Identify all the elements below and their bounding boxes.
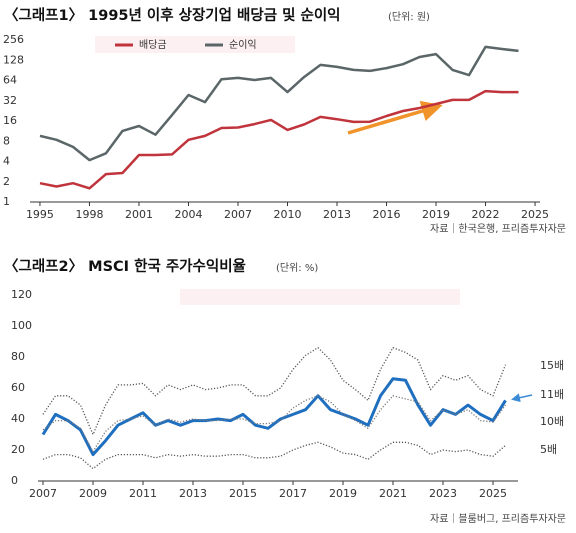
y-tick-label: 120 bbox=[11, 288, 32, 301]
y-tick-label: 128 bbox=[3, 53, 24, 66]
x-tick-label: 2010 bbox=[274, 208, 302, 221]
y-tick-label: 100 bbox=[11, 319, 32, 332]
series-line bbox=[42, 347, 507, 436]
y-tick-label: 64 bbox=[3, 74, 17, 87]
source: 자료｜한국은행, 프리즘투자자문 bbox=[430, 223, 566, 235]
y-tick-label: 0 bbox=[11, 474, 18, 487]
x-tick-label: 2017 bbox=[279, 487, 307, 500]
x-tick-label: 2025 bbox=[521, 208, 549, 221]
x-tick-label: 2009 bbox=[79, 487, 107, 500]
series-label: 15배 bbox=[540, 359, 564, 372]
legend-label: 순이익 bbox=[229, 39, 257, 51]
x-tick-label: 2013 bbox=[179, 487, 207, 500]
y-tick-label: 16 bbox=[3, 114, 17, 127]
series-line bbox=[41, 377, 507, 457]
x-tick-label: 2019 bbox=[422, 208, 450, 221]
chart-title: 〈그래프1〉 1995년 이후 상장기업 배당금 및 순이익 bbox=[4, 6, 341, 24]
y-tick-label: 40 bbox=[11, 412, 25, 425]
y-tick-label: 60 bbox=[11, 381, 25, 394]
series-line bbox=[39, 45, 519, 162]
x-tick-label: 2007 bbox=[29, 487, 57, 500]
pointer-arrow bbox=[511, 393, 533, 403]
x-tick-label: 1995 bbox=[26, 208, 54, 221]
source: 자료｜블룸버그, 프리즘투자자문 bbox=[430, 513, 566, 525]
legend-box bbox=[95, 36, 295, 53]
x-tick-label: 2023 bbox=[429, 487, 457, 500]
x-tick-label: 2025 bbox=[479, 487, 507, 500]
trend-arrow bbox=[347, 100, 443, 135]
y-tick-label: 20 bbox=[11, 443, 25, 456]
x-tick-label: 2007 bbox=[224, 208, 252, 221]
x-tick-label: 1998 bbox=[75, 208, 103, 221]
unit-label: (단위: %) bbox=[276, 261, 318, 274]
x-tick-label: 2022 bbox=[472, 208, 500, 221]
x-tick-label: 2013 bbox=[323, 208, 351, 221]
y-tick-label: 256 bbox=[3, 33, 24, 46]
series-line bbox=[39, 89, 519, 190]
chart-title: 〈그래프2〉 MSCI 한국 주가수익비율 bbox=[4, 257, 246, 275]
y-tick-label: 1 bbox=[3, 195, 10, 208]
y-tick-label: 2 bbox=[3, 175, 10, 188]
series-label: 5배 bbox=[540, 443, 557, 456]
y-tick-label: 4 bbox=[3, 155, 10, 168]
x-tick-label: 2019 bbox=[329, 487, 357, 500]
series-label: 11배 bbox=[540, 388, 564, 401]
series-line bbox=[42, 395, 507, 453]
unit-label: (단위: 원) bbox=[388, 10, 430, 23]
y-tick-label: 80 bbox=[11, 350, 25, 363]
series-label: 10배 bbox=[540, 415, 564, 428]
x-tick-label: 2021 bbox=[379, 487, 407, 500]
x-tick-label: 2001 bbox=[125, 208, 153, 221]
x-tick-label: 2004 bbox=[174, 208, 202, 221]
x-tick-label: 2011 bbox=[129, 487, 157, 500]
series-line bbox=[42, 441, 506, 470]
x-tick-label: 2016 bbox=[373, 208, 401, 221]
legend-box bbox=[180, 289, 460, 305]
x-tick-label: 2015 bbox=[229, 487, 257, 500]
legend-label: 배당금 bbox=[139, 39, 167, 51]
y-tick-label: 32 bbox=[3, 94, 17, 107]
y-tick-label: 8 bbox=[3, 134, 10, 147]
